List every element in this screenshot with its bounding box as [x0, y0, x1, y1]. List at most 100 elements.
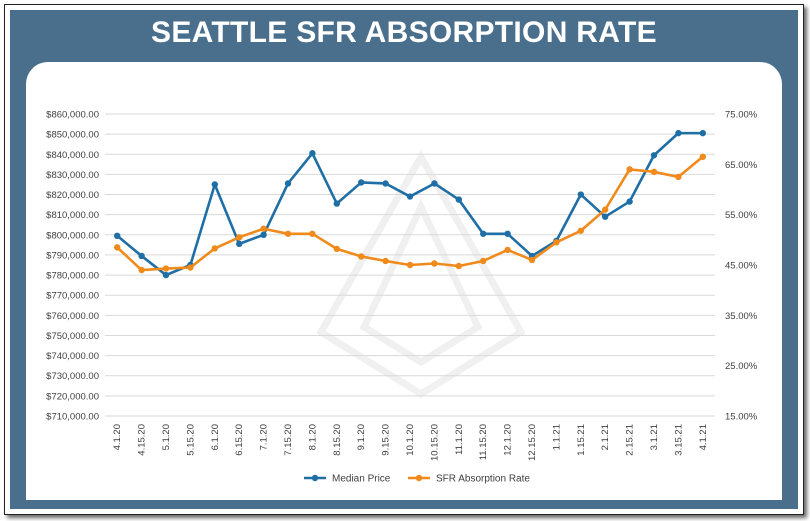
data-point	[162, 271, 170, 279]
x-axis-tick-label: 2.1.21	[600, 424, 611, 450]
x-axis-tick-label: 4.15.20	[137, 424, 148, 456]
data-point	[162, 265, 170, 272]
data-point	[406, 261, 414, 269]
legend-swatch-marker	[415, 474, 423, 482]
left-axis-tick-label: $750,000.00	[46, 331, 99, 342]
data-point	[675, 129, 682, 137]
right-axis-tick-label: 35.00%	[725, 311, 758, 322]
x-axis-tick-label: 5.1.20	[161, 424, 172, 450]
x-axis-tick-label: 8.15.20	[332, 424, 343, 456]
x-axis-tick-label: 9.1.20	[356, 424, 367, 450]
data-point	[309, 230, 316, 237]
left-axis-tick-label: $840,000.00	[46, 150, 99, 161]
x-axis-tick-label: 6.1.20	[210, 424, 221, 450]
right-axis-tick-label: 25.00%	[725, 361, 758, 372]
chart-banner: SEATTLE SFR ABSORPTION RATE $710,000.00 $…	[10, 10, 798, 509]
data-point	[602, 213, 609, 220]
legend-item: SFR Absorption Rate	[408, 474, 530, 485]
x-axis-tick-label: 12.1.20	[503, 424, 514, 456]
data-point	[650, 168, 658, 176]
data-point	[480, 257, 487, 265]
x-axis-tick-label: 6.15.20	[234, 424, 245, 456]
x-axis-tick-label: 8.1.20	[307, 424, 318, 450]
data-point	[260, 231, 267, 238]
x-axis-tick-label: 2.15.21	[625, 424, 636, 456]
data-point	[309, 150, 316, 157]
data-point	[187, 264, 194, 271]
x-axis-tick-label: 12.15.20	[527, 424, 538, 461]
legend-swatch-marker	[311, 474, 319, 482]
x-axis-tick-label: 7.1.20	[259, 424, 270, 450]
left-axis-tick-label: $740,000.00	[46, 351, 99, 362]
x-axis-tick-label: 11.15.20	[478, 424, 489, 460]
data-point	[455, 196, 462, 203]
data-point	[431, 260, 438, 267]
watermark-logo	[316, 149, 526, 399]
right-axis-tick-label: 55.00%	[725, 210, 758, 221]
legend-item: Median Price	[304, 474, 391, 485]
data-point	[211, 181, 218, 188]
data-point	[211, 245, 218, 252]
left-axis-tick-label: $760,000.00	[46, 311, 99, 322]
left-axis-tick-label: $860,000.00	[46, 110, 99, 121]
data-point	[358, 253, 365, 260]
data-point	[577, 227, 584, 234]
right-axis-tick-label: 65.00%	[725, 160, 758, 171]
left-axis-tick-label: $810,000.00	[46, 210, 99, 221]
data-point	[650, 152, 658, 159]
data-point	[114, 232, 121, 240]
left-axis-tick-label: $770,000.00	[46, 291, 99, 302]
data-point	[504, 246, 511, 254]
series-median-price	[114, 129, 706, 279]
data-point	[406, 193, 414, 200]
data-point	[284, 180, 292, 187]
x-axis-tick-label: 9.15.20	[381, 424, 392, 456]
data-point	[382, 257, 389, 265]
data-point	[114, 244, 121, 251]
left-axis-tick-label: $730,000.00	[46, 371, 99, 382]
data-point	[480, 230, 487, 237]
x-axis-tick-label: 4.1.21	[698, 424, 709, 450]
legend-label: SFR Absorption Rate	[436, 474, 530, 485]
data-point	[236, 234, 243, 241]
data-point	[553, 239, 560, 246]
data-point	[138, 266, 145, 274]
x-axis-tick-label: 10.1.20	[405, 424, 416, 456]
chart-title: SEATTLE SFR ABSORPTION RATE	[151, 16, 657, 49]
right-axis-tick-label: 15.00%	[725, 412, 758, 423]
left-axis-tick-label: $850,000.00	[46, 130, 99, 141]
chart-frame: SEATTLE SFR ABSORPTION RATE $710,000.00 $…	[4, 4, 804, 515]
right-axis-tick-label: 45.00%	[725, 261, 758, 272]
x-axis-tick-label: 3.15.21	[673, 424, 684, 456]
x-axis-tick-label: 1.15.21	[576, 424, 587, 456]
left-axis-tick-label: $720,000.00	[46, 391, 99, 402]
left-axis-tick-label: $800,000.00	[46, 230, 99, 241]
data-point	[699, 153, 706, 160]
data-point	[333, 200, 340, 207]
data-point	[528, 256, 536, 264]
data-point	[699, 129, 706, 137]
data-point	[382, 180, 389, 187]
data-point	[358, 179, 365, 186]
series-sfr-absorption-rate	[114, 153, 706, 274]
left-axis-tick-label: $790,000.00	[46, 250, 99, 261]
left-axis-tick-label: $830,000.00	[46, 170, 99, 181]
left-axis-tick-label: $780,000.00	[46, 271, 99, 282]
x-axis-tick-label: 5.15.20	[185, 424, 196, 456]
data-point	[626, 198, 633, 205]
legend-label: Median Price	[332, 474, 391, 485]
line-chart: $710,000.00 $720,000.00 $730,000.00 $740,00…	[46, 110, 758, 485]
x-axis-tick-label: 3.1.21	[649, 424, 660, 450]
data-point	[260, 225, 267, 232]
data-point	[455, 262, 462, 270]
data-point	[333, 245, 340, 253]
x-axis-tick-label: 11.1.20	[454, 424, 465, 455]
x-axis-tick-label: 7.15.20	[283, 424, 294, 456]
data-point	[236, 240, 243, 248]
x-axis-tick-label: 10.15.20	[429, 424, 440, 461]
x-axis-tick-label: 1.1.21	[551, 424, 562, 450]
left-axis-tick-label: $710,000.00	[46, 412, 99, 423]
data-point	[504, 230, 511, 237]
data-point	[431, 180, 438, 187]
data-point	[138, 252, 145, 260]
